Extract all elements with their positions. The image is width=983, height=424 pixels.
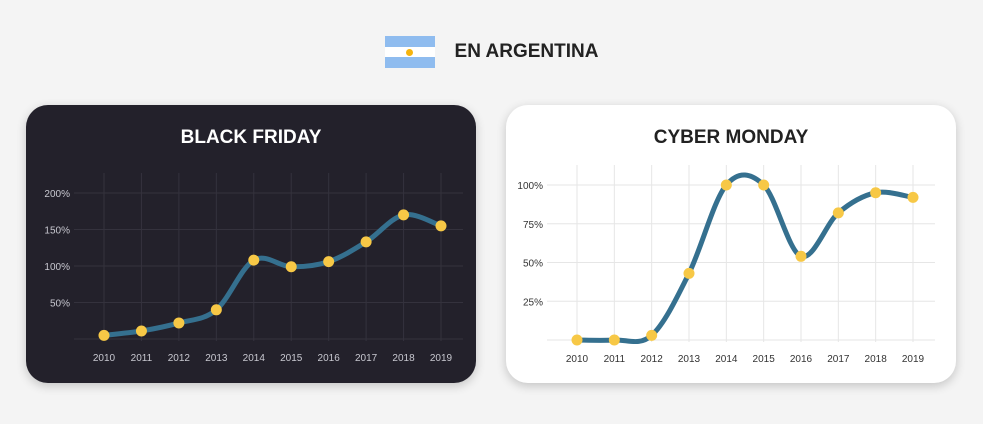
cyber-monday-chart: 25% 50% 75% 100% 2010 2011 2012 2013 2014 2015 201… [517,165,935,365]
x-tick-label: 2019 [430,353,453,364]
chart-title: CYBER MONDAY [653,127,809,148]
y-tick-label: 50% [50,299,70,310]
data-point [435,220,447,232]
y-tick-label: 150% [44,226,70,237]
x-tick-label: 2014 [715,354,738,365]
black-friday-chart: 50% 100% 150% 200% 2010 2011 2012 2013 2014 2015 2… [44,173,463,364]
x-tick-label: 2015 [753,354,776,365]
y-tick-label: 75% [523,220,543,231]
data-point [646,329,658,341]
data-point [98,329,110,341]
y-tick-label: 100% [517,181,543,192]
series-line [574,172,916,345]
x-tick-label: 2016 [318,353,341,364]
x-tick-label: 2017 [827,354,850,365]
y-tick-label: 100% [44,262,70,273]
x-tick-label: 2011 [131,353,153,364]
x-tick-label: 2012 [641,354,664,365]
argentina-flag-icon [384,36,435,69]
x-tick-label: 2012 [168,353,191,364]
x-tick-label: 2010 [566,354,589,365]
x-tick-label: 2015 [280,353,303,364]
x-tick-label: 2011 [604,354,626,365]
data-point [758,179,770,191]
x-tick-label: 2019 [902,354,925,365]
black-friday-card: 50% 100% 150% 200% 2010 2011 2012 2013 2014 2015 2… [26,105,476,383]
y-tick-label: 200% [44,189,70,200]
header: EN ARGENTINA [0,36,983,69]
cyber-monday-card: 25% 50% 75% 100% 2010 2011 2012 2013 2014 2015 201… [506,105,956,383]
data-point [135,325,147,337]
data-point [907,191,919,203]
data-point [360,236,372,248]
y-tick-label: 50% [523,259,543,270]
page-title: EN ARGENTINA [454,41,599,62]
data-point [398,209,410,221]
data-point [210,304,222,316]
data-point [608,334,620,346]
data-point [870,187,882,199]
y-tick-label: 25% [523,297,543,308]
x-tick-label: 2018 [865,354,888,365]
chart-title: BLACK FRIDAY [180,127,322,148]
x-tick-label: 2016 [790,354,813,365]
data-point [173,317,185,329]
x-tick-label: 2013 [678,354,701,365]
data-point [285,261,297,273]
x-tick-label: 2018 [392,353,415,364]
x-tick-label: 2014 [243,353,266,364]
data-point [795,250,807,262]
series-line [101,212,444,338]
x-tick-label: 2013 [205,353,228,364]
data-point [571,334,583,346]
data-point [248,254,260,266]
x-tick-label: 2017 [355,353,378,364]
data-point [683,267,695,279]
data-point [323,256,335,268]
data-point [720,179,732,191]
data-point [832,207,844,219]
x-tick-label: 2010 [93,353,116,364]
